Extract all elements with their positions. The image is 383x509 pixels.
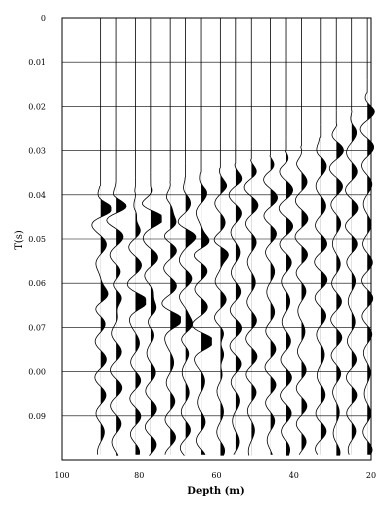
trace-wiggle [359, 79, 375, 455]
y-tick-label: 0.06 [28, 279, 46, 288]
seismic-trace [314, 18, 328, 455]
x-tick-label: 80 [134, 471, 144, 480]
trace-fill [367, 79, 375, 455]
trace-fill [235, 150, 242, 455]
y-tick-label: 0.03 [28, 147, 46, 156]
trace-wiggle [278, 137, 294, 456]
trace-fill [100, 185, 112, 455]
trace-wiggle [213, 155, 229, 456]
seismic-trace [106, 18, 127, 456]
trace-wiggle [106, 181, 127, 456]
y-tick-label: 0.00 [28, 368, 46, 377]
x-tick-label: 40 [289, 471, 299, 480]
seismic-trace [278, 18, 294, 456]
y-tick-label: 0.05 [28, 235, 46, 244]
trace-wiggle [228, 150, 243, 455]
seismic-trace [345, 18, 359, 455]
trace-fill [185, 193, 196, 439]
trace-fill [220, 155, 229, 456]
trace-fill [116, 181, 127, 456]
trace-wiggle [328, 110, 344, 456]
trace-wiggle [91, 185, 112, 455]
seismic-trace [161, 18, 181, 455]
y-tick-label: 0.09 [28, 412, 46, 421]
trace-fill [135, 177, 146, 455]
seismic-trace [359, 18, 375, 455]
seismic-trace [243, 18, 259, 456]
seismic-trace [263, 18, 278, 455]
seismic-trace [126, 18, 147, 455]
trace-fill [351, 97, 358, 455]
x-axis-label: Depth (m) [187, 486, 244, 497]
seismic-trace [228, 18, 243, 455]
trace-wiggle [161, 168, 181, 455]
y-tick-label: 0.04 [28, 191, 46, 200]
trace-wiggle [294, 132, 309, 455]
seismic-trace [213, 18, 229, 456]
seismic-trace [141, 18, 162, 456]
seismic-trace [177, 18, 197, 456]
y-tick-labels: 0 0.01 0.02 0.03 0.04 0.05 0.06 0.07 0.00 0.09 [28, 14, 46, 421]
x-tick-label: 20 [366, 471, 376, 480]
y-axis-label: T(s) [14, 230, 25, 250]
seismic-trace [91, 18, 112, 455]
trace-wiggle [126, 177, 147, 455]
seismic-trace [294, 18, 309, 455]
trace-wiggle [243, 146, 259, 456]
trace-wiggle [263, 141, 278, 455]
trace-wiggle [177, 163, 197, 456]
trace-group [91, 18, 375, 456]
y-tick-label: 0.07 [28, 323, 46, 332]
trace-wiggle [345, 97, 359, 455]
y-tick-label: 0.02 [28, 102, 46, 111]
trace-fill [301, 132, 308, 452]
x-tick-label: 60 [211, 471, 221, 480]
trace-fill [270, 141, 278, 455]
seismic-trace [328, 18, 344, 456]
trace-fill [336, 110, 344, 456]
seismic-trace [192, 18, 212, 455]
y-tick-label: 0 [41, 14, 46, 23]
x-tick-labels: 100 80 60 40 20 [54, 471, 376, 480]
trace-wiggle [314, 124, 328, 455]
trace-fill [201, 183, 212, 455]
trace-wiggle [141, 172, 162, 456]
trace-wiggle [192, 159, 212, 455]
y-tick-label: 0.01 [28, 58, 46, 67]
x-tick-label: 100 [54, 471, 69, 480]
